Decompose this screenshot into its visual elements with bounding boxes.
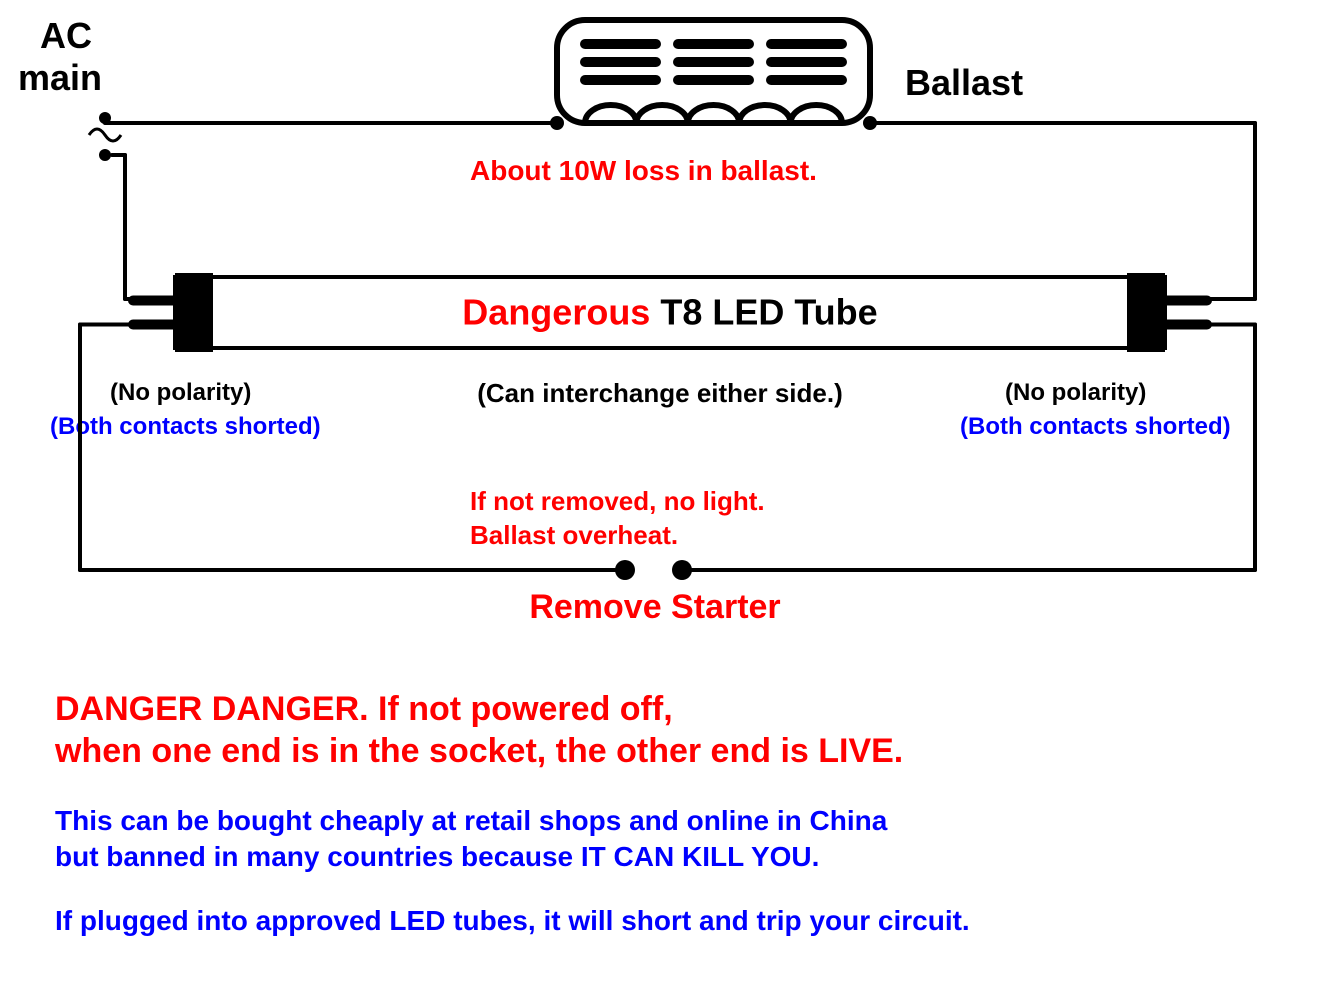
remove-starter-label: Remove Starter: [529, 588, 780, 626]
ballast-loss-note: About 10W loss in ballast.: [470, 155, 817, 186]
danger-warning: DANGER DANGER. If not powered off,: [55, 690, 673, 728]
svg-text:but banned in many countries b: but banned in many countries because IT …: [55, 841, 819, 872]
interchange-note: (Can interchange either side.): [477, 378, 843, 408]
info-note: This can be bought cheaply at retail sho…: [55, 805, 888, 836]
no-polarity-right: (No polarity): [1005, 379, 1146, 406]
svg-text:main: main: [18, 57, 102, 98]
wiring-diagram: ACmain Ballast About 10W loss in ballast. D…: [0, 0, 1320, 1000]
tube-label: Dangerous T8 LED Tube: [462, 292, 877, 333]
both-shorted-right: (Both contacts shorted): [960, 413, 1231, 440]
no-polarity-left: (No polarity): [110, 379, 251, 406]
svg-text:Ballast overheat.: Ballast overheat.: [470, 520, 678, 550]
svg-text:when one end is in the socket,: when one end is in the socket, the other…: [54, 732, 903, 770]
not-removed-note: If not removed, no light.: [470, 486, 765, 516]
svg-text:If plugged into approved LED t: If plugged into approved LED tubes, it w…: [55, 905, 970, 936]
both-shorted-left: (Both contacts shorted): [50, 413, 321, 440]
ac-main-label: AC: [40, 15, 92, 56]
ballast-label: Ballast: [905, 62, 1023, 103]
